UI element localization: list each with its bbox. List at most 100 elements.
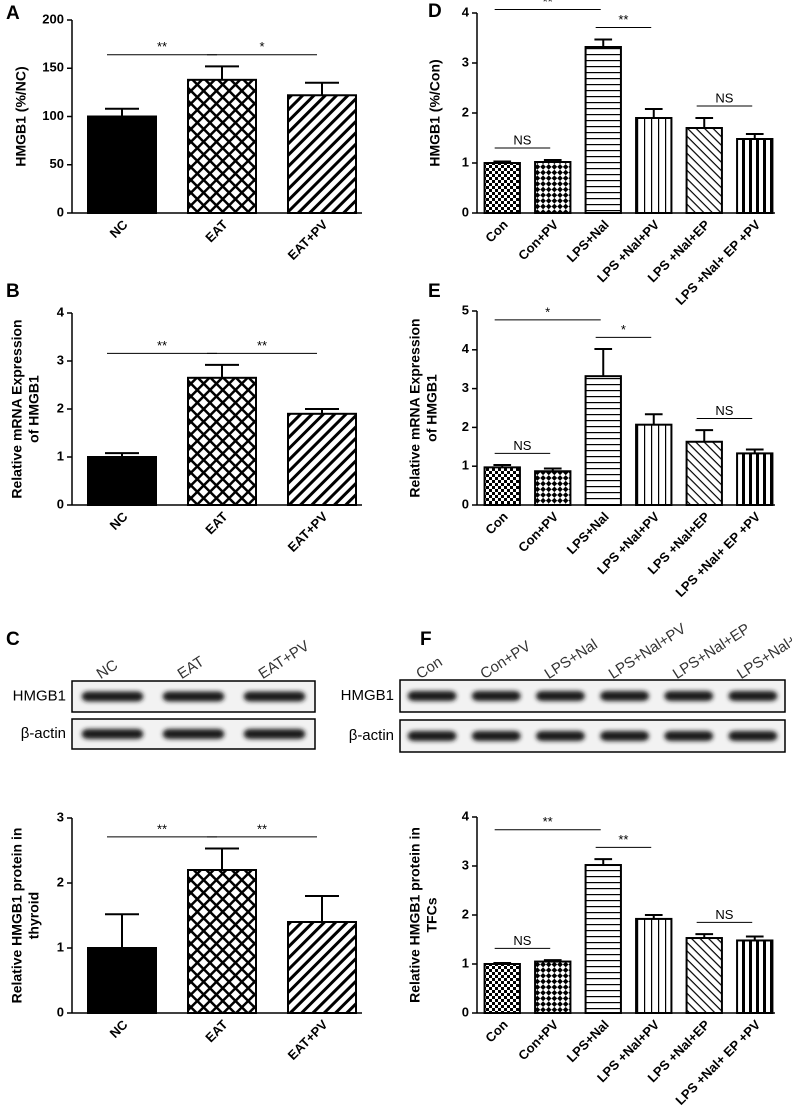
x-tick-label: EAT bbox=[202, 1017, 230, 1045]
y-axis-label: Relative mRNA Expression bbox=[407, 318, 423, 497]
y-tick-label: 3 bbox=[462, 380, 469, 395]
blot-band bbox=[728, 731, 778, 741]
lane-label: LPS+Nal bbox=[541, 636, 600, 683]
blot-frame bbox=[399, 719, 786, 753]
y-axis-label: Relative mRNA Expression bbox=[9, 319, 25, 498]
bar bbox=[187, 869, 257, 1014]
blot-band bbox=[600, 691, 649, 701]
significance-label: * bbox=[621, 322, 626, 337]
blot-band bbox=[600, 731, 649, 741]
bar bbox=[736, 452, 774, 506]
y-axis-label: Relative HMGB1 protein in bbox=[9, 828, 25, 1004]
significance-label: ** bbox=[543, 814, 553, 829]
y-tick-label: 4 bbox=[57, 304, 65, 319]
blot-band bbox=[728, 691, 778, 701]
lane-label: Con+PV bbox=[477, 638, 533, 683]
y-tick-label: 2 bbox=[462, 419, 469, 434]
y-tick-label: 2 bbox=[57, 400, 64, 415]
lane-label: LPS+Nal+EP+PV bbox=[734, 605, 792, 683]
blot-band bbox=[471, 691, 521, 701]
y-tick-label: 0 bbox=[57, 496, 64, 511]
significance-label: ** bbox=[257, 338, 267, 353]
blot-band bbox=[664, 691, 714, 701]
bar bbox=[685, 127, 723, 214]
blot-band bbox=[471, 731, 521, 741]
bar bbox=[87, 947, 157, 1014]
row-label: β-actin bbox=[349, 727, 394, 744]
y-tick-label: 100 bbox=[42, 108, 64, 123]
bar bbox=[685, 937, 723, 1015]
x-tick-label: Con+PV bbox=[515, 217, 561, 263]
x-tick-label: Con+PV bbox=[515, 509, 561, 555]
bar bbox=[287, 921, 357, 1014]
y-tick-label: 0 bbox=[462, 1004, 469, 1019]
x-tick-label: LPS +Nal+ EP +PV bbox=[672, 509, 763, 600]
blot-band bbox=[536, 731, 585, 741]
lane-label: Con bbox=[413, 653, 445, 682]
y-tick-label: 2 bbox=[462, 906, 469, 921]
y-axis-label: HMGB1 (%/Con) bbox=[427, 59, 443, 166]
y-tick-label: 1 bbox=[462, 154, 469, 169]
significance-label: ** bbox=[157, 338, 167, 353]
y-tick-label: 150 bbox=[42, 60, 64, 75]
bar bbox=[287, 94, 357, 214]
x-tick-label: LPS +Nal+ EP +PV bbox=[672, 1017, 763, 1108]
blot-band bbox=[407, 731, 457, 741]
bar bbox=[87, 115, 157, 214]
lane-label: EAT bbox=[175, 653, 208, 683]
significance-label: ** bbox=[257, 821, 267, 836]
bar bbox=[87, 456, 157, 506]
bar bbox=[584, 864, 622, 1015]
y-tick-label: 1 bbox=[57, 939, 64, 954]
y-axis-label: of HMGB1 bbox=[424, 374, 440, 442]
x-tick-label: NC bbox=[107, 509, 131, 533]
blot-band bbox=[243, 729, 306, 739]
significance-label: NS bbox=[513, 933, 531, 948]
y-tick-label: 4 bbox=[462, 4, 470, 19]
bar bbox=[685, 440, 723, 507]
x-tick-label: Con bbox=[482, 509, 511, 538]
bar bbox=[736, 138, 774, 214]
y-tick-label: 0 bbox=[462, 204, 469, 219]
x-tick-label: EAT bbox=[202, 509, 230, 537]
panel-label: C bbox=[6, 629, 20, 650]
significance-label: NS bbox=[715, 90, 733, 105]
y-tick-label: 3 bbox=[57, 809, 64, 824]
y-tick-label: 3 bbox=[462, 857, 469, 872]
significance-label: NS bbox=[715, 907, 733, 922]
blot-band bbox=[81, 729, 144, 739]
blot-frame bbox=[399, 679, 786, 713]
blot-band bbox=[81, 691, 144, 702]
x-tick-label: EAT+PV bbox=[285, 509, 331, 555]
significance-label: ** bbox=[543, 0, 553, 9]
x-tick-label: EAT+PV bbox=[285, 217, 331, 263]
y-axis-label: TFCs bbox=[424, 897, 440, 932]
y-tick-label: 0 bbox=[462, 496, 469, 511]
y-tick-label: 1 bbox=[57, 448, 64, 463]
y-tick-label: 2 bbox=[462, 104, 469, 119]
blot-band bbox=[664, 731, 714, 741]
x-tick-label: LPS+Nal bbox=[564, 217, 612, 265]
y-tick-label: 200 bbox=[42, 11, 64, 26]
bar bbox=[187, 78, 257, 214]
x-tick-label: EAT+PV bbox=[285, 1017, 331, 1063]
y-axis-label: thyroid bbox=[26, 892, 42, 939]
blot-band bbox=[243, 691, 306, 702]
significance-label: NS bbox=[513, 132, 531, 147]
significance-label: ** bbox=[618, 12, 628, 27]
y-tick-label: 4 bbox=[462, 341, 470, 356]
x-tick-label: NC bbox=[107, 1017, 131, 1041]
bar bbox=[736, 939, 774, 1014]
blot-band bbox=[536, 691, 585, 701]
x-tick-label: Con bbox=[482, 217, 511, 246]
significance-label: * bbox=[545, 304, 550, 319]
significance-label: * bbox=[259, 39, 264, 54]
x-tick-label: LPS+Nal bbox=[564, 509, 612, 557]
bar bbox=[483, 162, 521, 214]
bar bbox=[584, 46, 622, 214]
y-tick-label: 3 bbox=[57, 352, 64, 367]
panel-label: F bbox=[420, 629, 432, 650]
bar bbox=[635, 117, 673, 214]
y-tick-label: 0 bbox=[57, 1004, 64, 1019]
bar bbox=[483, 466, 521, 507]
